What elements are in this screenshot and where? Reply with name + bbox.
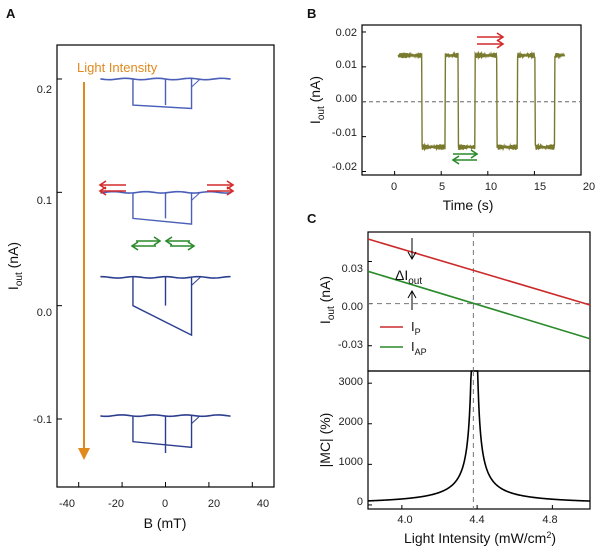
delta-i-out-label: ΔIout bbox=[395, 267, 422, 287]
panel-b-xtick: 15 bbox=[534, 181, 546, 193]
panel-c-bottom-ylabel: |MC| (%) bbox=[317, 413, 333, 468]
panel-c-top-ytick: -0.03 bbox=[338, 339, 363, 351]
panel-c-bottom-frame bbox=[367, 370, 591, 510]
panel-c-bottom-xlabel: Light Intensity (mW/cm2) bbox=[404, 530, 556, 546]
panel-a-ticks bbox=[57, 78, 253, 487]
series-line-i-p bbox=[367, 238, 591, 306]
panel-b-ytick: 0.02 bbox=[336, 27, 357, 39]
sweep-arrow-green-head bbox=[187, 241, 196, 251]
panel-a-direction-arrows bbox=[98, 180, 235, 251]
panel-c-bottom-ytick: 1000 bbox=[339, 456, 363, 468]
light-intensity-arrow bbox=[78, 82, 90, 460]
panel-a-xtick: -40 bbox=[59, 498, 75, 510]
sweep-arrow-right-head bbox=[226, 186, 235, 196]
hysteresis-upper-trace bbox=[100, 275, 231, 279]
panel-label-a: A bbox=[6, 6, 16, 21]
panel-c-bottom-ytick: 3000 bbox=[339, 376, 363, 388]
panel-c-top-reference-lines bbox=[368, 232, 590, 371]
panel-c-top-legend: IP IAP bbox=[380, 319, 427, 357]
hysteresis-step bbox=[191, 415, 201, 424]
panel-a-ytick: 0.0 bbox=[37, 307, 52, 319]
panel-c-top-ytick: 0.03 bbox=[342, 263, 363, 275]
panel-a-ytick: 0.2 bbox=[37, 84, 52, 96]
panel-a-chart: -40 -20 0 20 40 0.2 0.1 0.0 -0.1 B (mT) … bbox=[5, 44, 275, 531]
sweep-arrow-green-head bbox=[130, 241, 139, 251]
panel-c-bottom-ytick: 2000 bbox=[339, 416, 363, 428]
mc-curve-left bbox=[367, 370, 473, 502]
hysteresis-step bbox=[191, 191, 201, 201]
panel-b-trace bbox=[397, 50, 566, 152]
panel-a-xtick: 0 bbox=[162, 498, 168, 510]
panel-c-bottom-chart: 3000 2000 1000 0 4.0 4.4 4.8 Light Inten… bbox=[317, 370, 591, 546]
panel-a-xtick: 20 bbox=[208, 498, 220, 510]
panel-b-xtick: 5 bbox=[439, 181, 445, 193]
panel-c-top-chart: ΔIout 0.03 0.00 -0.03 Iout (nA) IP IAP bbox=[317, 231, 591, 372]
series-line-i-ap bbox=[367, 270, 591, 340]
sweep-arrow-left-head bbox=[98, 186, 107, 196]
panel-a-curves bbox=[100, 77, 231, 453]
panel-b-xtick: 10 bbox=[485, 181, 497, 193]
sweep-arrow-green-head bbox=[164, 236, 173, 246]
panel-label-b: B bbox=[307, 6, 316, 21]
hysteresis-loop-trace bbox=[132, 415, 193, 453]
panel-b-ylabel: Iout (nA) bbox=[307, 76, 327, 124]
delta-arrow-top-head bbox=[407, 251, 417, 261]
panel-a-ytick: 0.1 bbox=[37, 195, 52, 207]
panel-c-top-frame bbox=[367, 231, 591, 372]
panel-c-bottom-xtick: 4.0 bbox=[397, 514, 412, 526]
legend-label-ip: IP bbox=[411, 319, 421, 337]
panel-c-bottom-mc-curve bbox=[367, 370, 591, 502]
delta-i-out-annotation bbox=[407, 238, 417, 310]
current-trace bbox=[397, 50, 566, 152]
delta-arrow-bottom-head bbox=[407, 289, 417, 299]
panel-c-bottom-ticks bbox=[368, 382, 553, 509]
panel-c-top-ytick: 0.00 bbox=[342, 301, 363, 313]
panel-b-xtick: 20 bbox=[583, 181, 595, 193]
hysteresis-loop-trace bbox=[132, 192, 193, 225]
panel-c-bottom-ytick: 0 bbox=[357, 496, 363, 508]
panel-a-xtick: -20 bbox=[108, 498, 124, 510]
hysteresis-loop-trace bbox=[132, 277, 193, 337]
panel-c-top-series bbox=[367, 238, 591, 340]
sweep-arrow-green-head bbox=[153, 236, 162, 246]
panel-c-bottom-xtick: 4.4 bbox=[469, 514, 484, 526]
field-arrow-right-head bbox=[496, 32, 505, 42]
panel-b-xtick: 0 bbox=[391, 181, 397, 193]
panel-a-ytick: -0.1 bbox=[33, 414, 52, 426]
panel-a-xtick: 40 bbox=[257, 498, 269, 510]
panel-b-frame bbox=[361, 24, 582, 176]
panel-a-xlabel: B (mT) bbox=[144, 515, 187, 531]
hysteresis-step bbox=[191, 78, 201, 88]
panel-b-chart: 0.02 0.01 0.00 -0.01 -0.02 0 5 10 15 20 … bbox=[307, 24, 595, 213]
panel-a-ylabel: Iout (nA) bbox=[5, 242, 25, 290]
panel-b-direction-arrows bbox=[451, 32, 505, 165]
panel-c-top-ylabel: Iout (nA) bbox=[317, 276, 337, 324]
hysteresis-loop-trace bbox=[132, 79, 193, 110]
light-arrow-head bbox=[78, 448, 90, 460]
panel-b-ytick: -0.01 bbox=[332, 127, 357, 139]
light-intensity-annotation: Light Intensity bbox=[77, 60, 158, 75]
field-arrow-green-head bbox=[451, 155, 460, 165]
field-arrow-green-head bbox=[470, 149, 479, 159]
hysteresis-step bbox=[191, 276, 201, 286]
panel-b-ytick: 0.01 bbox=[336, 59, 357, 71]
panel-b-ytick: 0.00 bbox=[336, 93, 357, 105]
panel-b-ytick: -0.02 bbox=[332, 161, 357, 173]
legend-label-iap: IAP bbox=[411, 339, 427, 357]
mc-curve-right bbox=[473, 370, 591, 502]
panel-label-c: C bbox=[307, 211, 317, 226]
field-arrow-right-head bbox=[496, 39, 505, 49]
panel-c-bottom-xtick: 4.8 bbox=[542, 514, 557, 526]
panel-b-xlabel: Time (s) bbox=[443, 197, 494, 213]
